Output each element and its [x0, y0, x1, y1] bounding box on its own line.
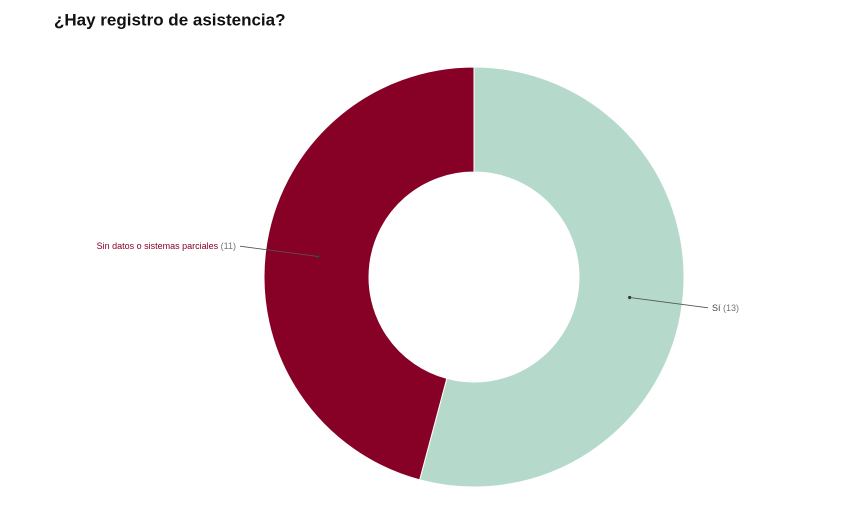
leader-line	[239, 245, 319, 257]
slice-name: Sí	[712, 303, 721, 313]
leader-line	[629, 297, 709, 309]
slice	[263, 66, 475, 481]
slice-label: Sí (13)	[712, 303, 739, 313]
slice-label: Sin datos o sistemas parciales (11)	[97, 242, 236, 252]
chart-title: ¿Hay registro de asistencia?	[54, 10, 285, 29]
slice	[419, 66, 685, 488]
slice-value: (11)	[218, 242, 236, 252]
slice-value: (13)	[720, 303, 739, 313]
slice-name: Sin datos o sistemas parciales	[97, 242, 219, 252]
